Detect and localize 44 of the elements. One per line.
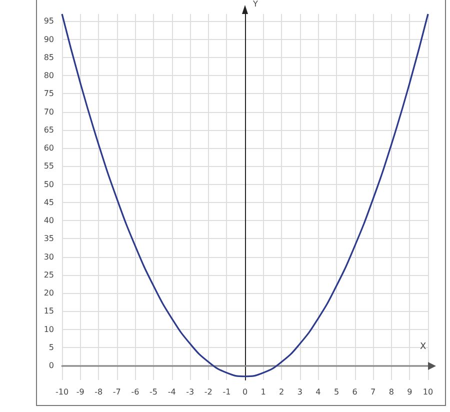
y-axis-title: Y — [252, 0, 258, 8]
x-tick-label: -6 — [131, 388, 140, 396]
x-tick-label: -9 — [76, 388, 84, 396]
y-tick-label: 35 — [44, 234, 54, 244]
x-tick-label: -8 — [94, 388, 103, 396]
y-tick-label: 30 — [44, 252, 54, 262]
x-tick-label: 3 — [297, 388, 302, 396]
y-tick-label: 65 — [44, 125, 54, 134]
x-tick-label: 0 — [242, 388, 248, 396]
line-series — [61, 13, 429, 378]
y-tick-label: 0 — [48, 361, 54, 370]
y-tick-label: 60 — [44, 144, 54, 153]
y-tick-label: 20 — [44, 288, 54, 298]
y-tick-label: 55 — [44, 162, 54, 171]
y-tick-label: 80 — [44, 71, 54, 80]
y-tick-label: 75 — [44, 89, 54, 98]
x-tick-label: -5 — [150, 388, 158, 396]
x-tick-label: 7 — [370, 388, 376, 396]
x-tick-label: 8 — [388, 388, 394, 396]
y-tick-label: 90 — [44, 34, 54, 44]
x-tick-label: -2 — [204, 388, 212, 396]
x-tick-label: 4 — [316, 388, 321, 396]
y-tick-label: 15 — [44, 306, 54, 316]
y-tick-label: 10 — [44, 324, 54, 334]
x-tick-label: -10 — [55, 388, 69, 396]
x-tick-label: 9 — [407, 388, 412, 396]
y-tick-label: 45 — [44, 198, 54, 207]
y-tick-label: 85 — [44, 52, 54, 62]
x-tick-label: 2 — [279, 388, 284, 396]
x-tick-label: -7 — [112, 388, 121, 396]
y-tick-label: 25 — [44, 270, 54, 280]
x-axis-title: X — [420, 342, 426, 352]
x-tick-label: -3 — [186, 388, 194, 396]
y-tick-label: 50 — [44, 180, 54, 189]
y-tick-label: 40 — [44, 216, 54, 226]
y-tick-label: 5 — [48, 342, 54, 352]
y-tick-label: 95 — [44, 16, 54, 26]
x-tick-label: 6 — [352, 388, 358, 396]
x-tick-label: 5 — [334, 388, 340, 396]
x-tick-label: -4 — [168, 388, 176, 396]
x-tick-label: -1 — [222, 388, 231, 396]
x-tick-label: 1 — [260, 388, 266, 396]
x-tick-label: 10 — [422, 388, 434, 396]
y-tick-label: 70 — [44, 107, 54, 116]
